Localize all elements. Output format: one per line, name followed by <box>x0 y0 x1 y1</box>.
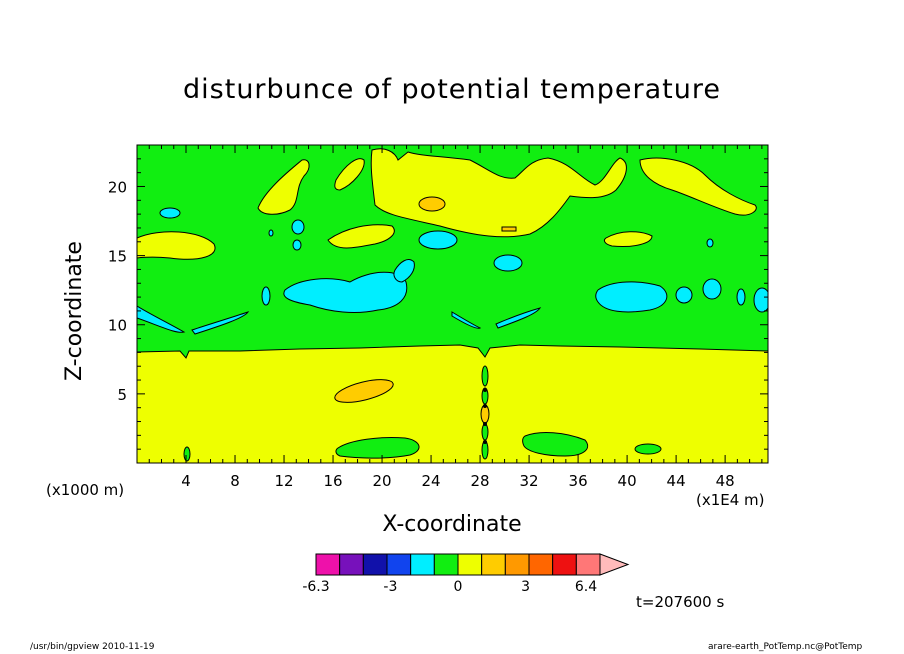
chart-title: disturbunce of potential temperature <box>183 74 721 105</box>
negative-blob-mid-left <box>283 271 408 313</box>
colorbar-swatch <box>386 553 412 576</box>
x-axis-label: X-coordinate <box>382 512 522 537</box>
lower-negative-small <box>634 443 662 455</box>
upper-positive-left <box>137 231 216 260</box>
x-unit-label: (x1000 m) <box>46 481 125 499</box>
colorbar-swatch <box>410 553 435 576</box>
negative-blob-mid-right <box>595 281 668 313</box>
negative-blob-c9 <box>291 219 305 235</box>
x-tick-label: 4 <box>181 472 191 490</box>
x-tick-label: 12 <box>274 472 293 490</box>
upper-positive-small-b <box>327 224 395 249</box>
time-label: t=207600 s <box>636 593 725 611</box>
colorbar-swatch <box>315 553 341 576</box>
upper-positive-small-a <box>257 159 310 215</box>
colorbar-swatch <box>457 553 483 576</box>
lower-negative-left <box>335 437 420 459</box>
y-axis-ticks: 5 10 15 20 <box>108 158 768 450</box>
negative-blob-c11 <box>706 238 714 248</box>
colorbar-tick-label: 0 <box>454 579 463 595</box>
x-tick-label: 20 <box>373 472 392 490</box>
negative-streak-left <box>137 305 186 333</box>
negative-blob-c6 <box>753 287 768 313</box>
colorbar-swatch <box>481 553 506 576</box>
x-unit-label-secondary: (x1E4 m) <box>696 491 765 509</box>
y-axis-label: Z-coordinate <box>62 241 87 381</box>
negative-blob-c4 <box>702 278 722 300</box>
y-tick-label: 5 <box>117 386 127 404</box>
upper-positive-small-d <box>603 231 653 247</box>
x-tick-label: 32 <box>520 472 539 490</box>
x-tick-label: 16 <box>323 472 342 490</box>
negative-blob-c3 <box>675 286 693 304</box>
x-tick-label: 24 <box>422 472 441 490</box>
negative-blob-c1 <box>418 230 458 250</box>
negative-blob-c7 <box>261 286 271 306</box>
x-axis-ticks: 4 8 12 16 20 24 28 32 36 40 44 48 <box>148 145 763 490</box>
colorbar-swatch <box>575 553 601 576</box>
x-tick-label: 36 <box>569 472 588 490</box>
negative-streak-b <box>451 311 482 329</box>
positive-cell-small <box>501 226 517 232</box>
footer-right: arare-earth_PotTemp.nc@PotTemp <box>708 642 863 652</box>
colorbar-tick-label: 6.4 <box>575 579 597 595</box>
x-tick-label: 40 <box>618 472 637 490</box>
colorbar-swatch <box>362 553 388 576</box>
colorbar-swatch <box>528 553 554 576</box>
colorbar-swatch <box>504 553 530 576</box>
negative-blob-mid-left-b <box>393 259 415 283</box>
lower-positive-layer <box>137 344 768 463</box>
lower-negative-right <box>522 432 589 457</box>
x-tick-label: 44 <box>667 472 686 490</box>
upper-positive-center <box>370 148 627 238</box>
x-tick-label: 28 <box>471 472 490 490</box>
positive-cell-high <box>418 196 446 212</box>
negative-blob-c2 <box>493 254 523 272</box>
negative-streak-c <box>495 307 542 329</box>
negative-blob-c8 <box>159 207 181 219</box>
negative-blob-c12 <box>268 229 274 237</box>
central-plume <box>480 365 490 460</box>
lower-negative-edge <box>183 446 191 462</box>
colorbar: -6.3 -3 0 3 6.4 <box>302 553 630 595</box>
colorbar-tick-label: -3 <box>383 579 397 595</box>
negative-blob-c5 <box>736 288 746 306</box>
x-tick-label: 8 <box>230 472 240 490</box>
y-tick-label: 15 <box>108 248 127 266</box>
y-tick-label: 10 <box>108 317 127 335</box>
upper-positive-small-c <box>334 158 365 191</box>
plot-frame <box>136 144 769 464</box>
contour-field <box>137 145 768 463</box>
negative-streak-a <box>191 311 250 335</box>
x-tick-label: 48 <box>716 472 735 490</box>
y-tick-label: 20 <box>108 178 127 196</box>
colorbar-tick-label: -6.3 <box>302 579 329 595</box>
upper-positive-right <box>639 157 757 216</box>
positive-cell-low <box>334 379 394 403</box>
colorbar-swatch <box>339 553 364 576</box>
negative-blob-c10 <box>292 239 302 251</box>
footer-left: /usr/bin/gpview 2010-11-19 <box>30 642 155 652</box>
colorbar-swatch <box>433 553 459 576</box>
colorbar-swatch <box>552 553 577 576</box>
colorbar-tick-label: 3 <box>521 579 530 595</box>
colorbar-arrow <box>599 553 630 576</box>
